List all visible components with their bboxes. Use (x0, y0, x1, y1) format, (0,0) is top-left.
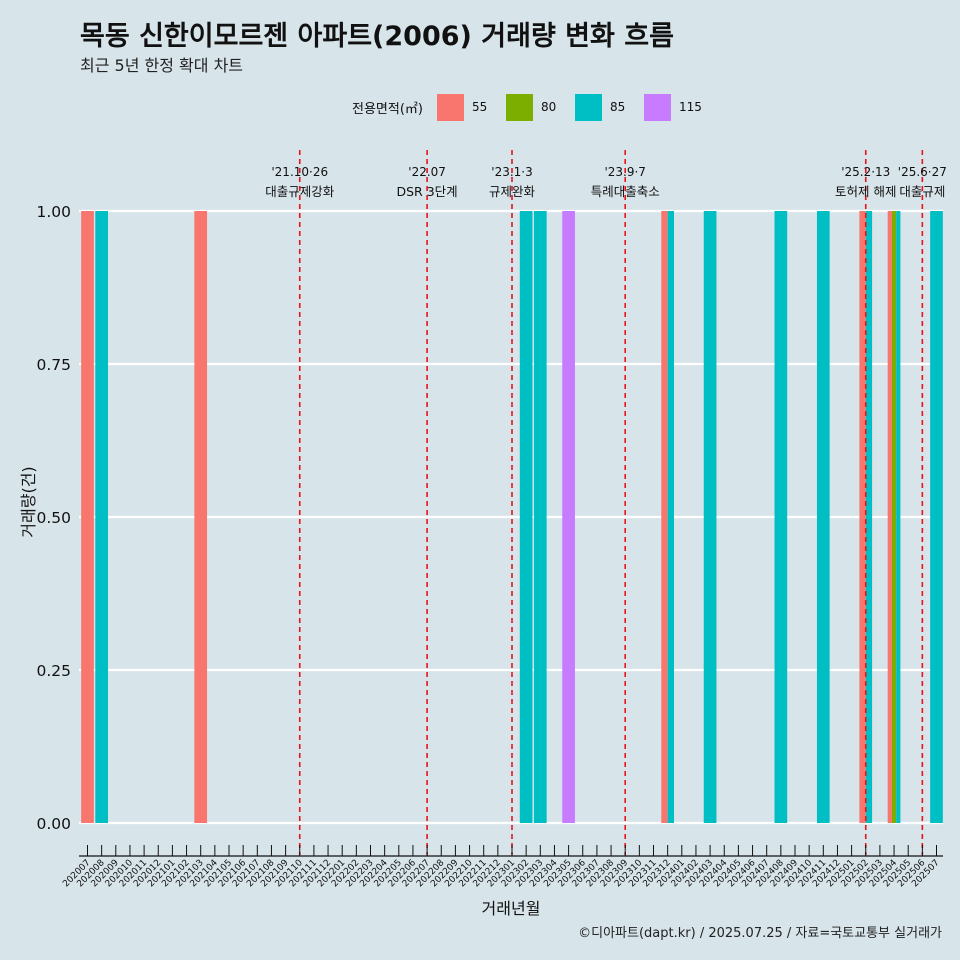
event-date-5: '25.6·27 (898, 165, 947, 179)
event-date-0: '21.10·26 (271, 165, 328, 179)
bar-202411-85 (816, 211, 830, 823)
bar-202302-85 (519, 211, 533, 823)
bar-202502-55 (859, 211, 866, 823)
event-label-1: DSR 3단계 (397, 184, 458, 199)
legend-title: 전용면적(㎡) (352, 101, 423, 117)
chart-title: 목동 신한이모르젠 아파트(2006) 거래량 변화 흐름 (80, 21, 674, 52)
bar-202403-85 (703, 211, 717, 823)
event-label-5: 대출규제 (899, 184, 945, 199)
event-date-3: '23.9·7 (604, 165, 645, 179)
bar-202008-85 (95, 211, 108, 823)
bar-202305-115 (562, 211, 575, 823)
y-tick-label-2: 0.50 (36, 509, 71, 527)
y-tick-label-4: 1.00 (36, 203, 71, 221)
legend-label-80: 80 (540, 100, 557, 114)
event-label-0: 대출규제강화 (265, 184, 335, 199)
y-tick-label-3: 0.75 (36, 356, 71, 374)
event-label-2: 규제완화 (489, 184, 536, 199)
bar-202507-85 (930, 211, 943, 823)
y-tick-label-1: 0.25 (36, 662, 71, 680)
bar-202303-85 (533, 211, 547, 823)
bar-202312-55 (661, 211, 668, 823)
legend-label-55: 55 (471, 100, 488, 114)
legend-key-115 (643, 93, 671, 121)
bar-202007-55 (81, 211, 94, 823)
y-tick-label-0: 0.00 (36, 815, 71, 833)
bar-202103-55 (194, 211, 208, 823)
bar-202408-85 (774, 211, 788, 823)
bar-202504-55 (887, 211, 892, 823)
legend-label-115: 115 (678, 100, 702, 114)
legend-item-115: 115 (643, 93, 702, 121)
event-date-1: '22.07 (408, 165, 446, 179)
legend: 전용면적(㎡) 55 80 85 115 (352, 93, 706, 121)
event-label-4: 토허제 해제 (835, 184, 896, 199)
bar-202504-85 (896, 211, 901, 823)
bar-202504-80 (891, 211, 897, 823)
legend-item-80: 80 (505, 93, 563, 121)
event-label-3: 특례대출축소 (591, 184, 660, 199)
chart-caption: ©디아파트(dapt.kr) / 2025.07.25 / 자료=국토교통부 실… (578, 926, 942, 941)
chart-subtitle: 최근 5년 한정 확대 차트 (80, 56, 244, 75)
legend-item-85: 85 (574, 93, 632, 121)
legend-key-85 (574, 93, 602, 121)
bar-202312-85 (667, 211, 674, 823)
bar-202502-85 (865, 211, 873, 823)
legend-label-85: 85 (609, 100, 626, 114)
y-axis-title: 거래량(건) (19, 466, 38, 537)
event-date-4: '25.2·13 (841, 165, 890, 179)
legend-item-55: 55 (436, 93, 494, 121)
legend-key-55 (436, 93, 464, 121)
legend-key-80 (505, 93, 533, 121)
x-axis-title: 거래년월 (482, 899, 541, 918)
event-date-2: '23.1·3 (491, 165, 532, 179)
